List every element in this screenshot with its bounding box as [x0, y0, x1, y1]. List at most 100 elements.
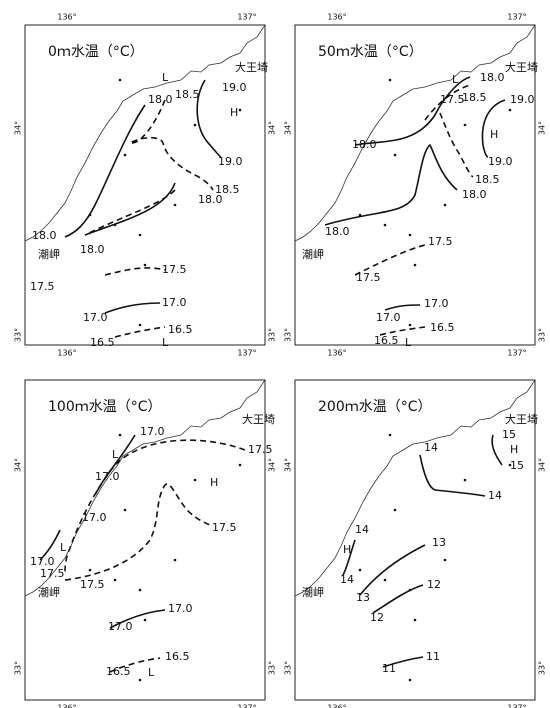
map-label: 16.5: [106, 665, 131, 678]
map-label: 17.0: [30, 555, 55, 568]
map-label: 潮岬: [38, 585, 60, 599]
lat-label: 34°: [14, 121, 23, 135]
isotherm: [64, 104, 146, 238]
map-label: 12: [370, 611, 384, 624]
lon-label: 137°: [237, 13, 256, 22]
map-label: 15: [510, 459, 524, 472]
panel-title: 100ｍ水温（°C）: [48, 399, 162, 415]
station: [138, 323, 142, 327]
lon-label: 137°: [237, 349, 256, 358]
map-label: 17.5: [428, 235, 453, 248]
map-label: 18.0: [198, 193, 223, 206]
isotherm: [384, 304, 421, 311]
map-label: L: [148, 666, 155, 679]
map-label: 16.5: [430, 321, 455, 334]
map-label: 17.5: [30, 280, 55, 293]
lat-label: 34°: [538, 121, 547, 135]
isotherm: [372, 584, 424, 614]
map-label: 15: [502, 428, 516, 441]
map-label: 11: [382, 662, 396, 675]
isotherm: [64, 483, 211, 581]
map-label: 14: [488, 489, 502, 502]
map-label: L: [162, 336, 169, 349]
isotherm: [104, 302, 161, 314]
map-label: 潮岬: [38, 247, 60, 261]
station: [358, 213, 362, 217]
map-label: 潮岬: [302, 247, 324, 261]
lat-label: 34°: [268, 458, 277, 472]
map-label: 17.0: [82, 511, 107, 524]
map-label: 13: [432, 536, 446, 549]
isotherm: [84, 182, 176, 236]
map-label: 17.0: [424, 297, 449, 310]
lon-label: 137°: [237, 704, 256, 708]
panel-title: 0ｍ水温（°C）: [48, 44, 144, 60]
isotherm: [342, 539, 356, 576]
station: [138, 588, 142, 592]
lat-label: 34°: [284, 458, 293, 472]
map-label: 17.5: [80, 578, 105, 591]
isotherm: [84, 189, 176, 236]
map-label: 17.0: [95, 470, 120, 483]
lon-label: 137°: [507, 349, 526, 358]
station: [193, 478, 197, 482]
map-label: 大王埼: [235, 60, 268, 74]
lat-label: 34°: [268, 121, 277, 135]
map-label: H: [230, 106, 238, 119]
lat-label: 34°: [14, 458, 23, 472]
station: [408, 678, 412, 682]
map-label: H: [343, 543, 351, 556]
lat-label: 33°: [538, 661, 547, 675]
panel-frame: [24, 379, 266, 701]
map-label: 17.0: [168, 602, 193, 615]
station: [113, 578, 117, 582]
map-label: L: [452, 73, 459, 86]
map-label: 18.0: [32, 229, 57, 242]
coastline: [294, 379, 536, 597]
station: [408, 233, 412, 237]
station: [393, 153, 397, 157]
map-label: 17.5: [212, 521, 237, 534]
station: [123, 153, 127, 157]
map-label: 11: [426, 650, 440, 663]
isotherm: [64, 439, 246, 573]
lon-label: 136°: [57, 13, 76, 22]
map-label: 17.0: [140, 425, 165, 438]
station: [463, 478, 467, 482]
map-label: 17.5: [356, 271, 381, 284]
isotherm: [104, 267, 166, 276]
map-panel: 100ｍ水温（°C）大王埼潮岬LHLL17.017.017.517.017.01…: [14, 379, 277, 708]
map-label: 17.5: [40, 567, 65, 580]
lon-label: 137°: [507, 13, 526, 22]
station: [143, 263, 147, 267]
map-label: 12: [427, 578, 441, 591]
lat-label: 33°: [284, 661, 293, 675]
map-label: 19.0: [222, 81, 247, 94]
map-label: 16.5: [168, 323, 193, 336]
map-label: 18.0: [148, 93, 173, 106]
map-panel: 200ｍ水温（°C）大王埼潮岬15H15141414H1413131212111…: [284, 379, 547, 708]
map-label: 14: [355, 523, 369, 536]
map-label: 18.5: [462, 91, 487, 104]
station: [173, 203, 177, 207]
isotherm: [382, 656, 424, 668]
station: [388, 78, 392, 82]
station: [238, 108, 242, 112]
lon-label: 137°: [507, 704, 526, 708]
isotherm: [127, 99, 214, 191]
isotherm: [354, 76, 471, 146]
station: [138, 678, 142, 682]
station: [443, 558, 447, 562]
isotherm: [114, 326, 166, 338]
map-label: 18.0: [325, 225, 350, 238]
map-label: 17.0: [162, 296, 187, 309]
station: [443, 203, 447, 207]
map-label: L: [60, 541, 67, 554]
station: [123, 508, 127, 512]
lat-label: 33°: [268, 661, 277, 675]
station: [408, 323, 412, 327]
coastline: [24, 379, 266, 597]
map-label: H: [490, 128, 498, 141]
map-label: 14: [424, 441, 438, 454]
